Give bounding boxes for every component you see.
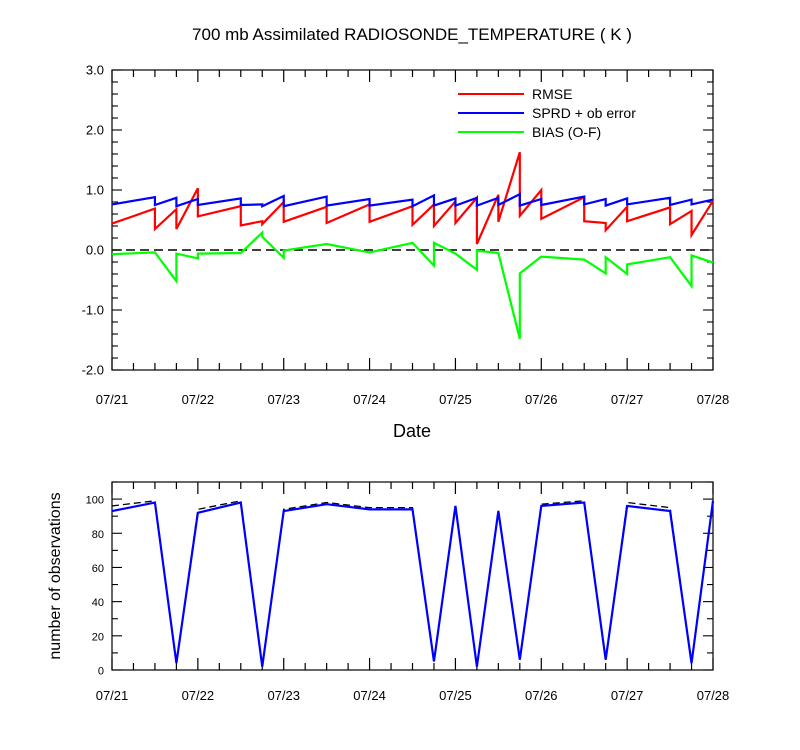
x-tick-label: 07/23 <box>267 688 300 703</box>
x-axis-label: Date <box>393 421 431 441</box>
y-tick-label: 60 <box>92 563 104 575</box>
x-tick-label: 07/22 <box>182 392 215 407</box>
x-tick-label: 07/21 <box>96 688 129 703</box>
y-tick-label: -2.0 <box>82 363 104 378</box>
legend: RMSE SPRD + ob error BIAS (O-F) <box>458 86 636 140</box>
y-tick-label: 100 <box>86 495 104 507</box>
y-tick-label: 0.0 <box>86 243 104 258</box>
y-tick-label: 40 <box>92 597 104 609</box>
y-tick-label: 1.0 <box>86 183 104 198</box>
top-chart: 07/21 07/22 07/23 07/24 07/25 07/26 07/27 07/28… <box>82 63 730 442</box>
x-tick-label: 07/26 <box>525 688 558 703</box>
x-tick-label: 07/25 <box>439 688 472 703</box>
x-tick-label: 07/22 <box>182 688 215 703</box>
y-tick-label: 3.0 <box>86 63 104 78</box>
legend-label: BIAS (O-F) <box>532 124 601 140</box>
rmse-line <box>111 151 714 245</box>
bottom-chart: 07/21 07/22 07/23 07/24 07/25 07/26 07/27 07/28… <box>47 481 730 703</box>
y-tick-label: 80 <box>92 529 104 541</box>
x-tick-label: 07/27 <box>611 688 644 703</box>
x-tick-label: 07/27 <box>611 392 644 407</box>
x-tick-label: 07/23 <box>267 392 300 407</box>
x-tick-label: 07/26 <box>525 392 558 407</box>
y-tick-label: 0 <box>98 666 104 678</box>
x-tick-label: 07/24 <box>353 392 386 407</box>
y-tick-label: 2.0 <box>86 123 104 138</box>
x-tick-label: 07/28 <box>697 392 730 407</box>
bottom-ticks: 07/21 07/22 07/23 07/24 07/25 07/26 07/27 07/28… <box>86 481 730 703</box>
legend-label: SPRD + ob error <box>532 105 636 121</box>
x-tick-label: 07/21 <box>96 392 129 407</box>
bottom-lines <box>111 500 715 667</box>
top-ticks: 07/21 07/22 07/23 07/24 07/25 07/26 07/27 07/28… <box>82 63 730 408</box>
series-1-line <box>111 500 715 667</box>
x-tick-label: 07/25 <box>439 392 472 407</box>
y-tick-label: -1.0 <box>82 303 104 318</box>
bias-o-f-line <box>111 230 714 340</box>
y-tick-label: 20 <box>92 631 104 643</box>
sprd-ob-error-line <box>111 192 714 208</box>
x-tick-label: 07/28 <box>697 688 730 703</box>
legend-label: RMSE <box>532 86 572 102</box>
top-lines <box>111 151 714 340</box>
series-0-line <box>111 500 714 667</box>
x-tick-label: 07/24 <box>353 688 386 703</box>
chart-title: 700 mb Assimilated RADIOSONDE_TEMPERATUR… <box>192 25 632 44</box>
y-axis-label: number of observations <box>47 492 64 659</box>
